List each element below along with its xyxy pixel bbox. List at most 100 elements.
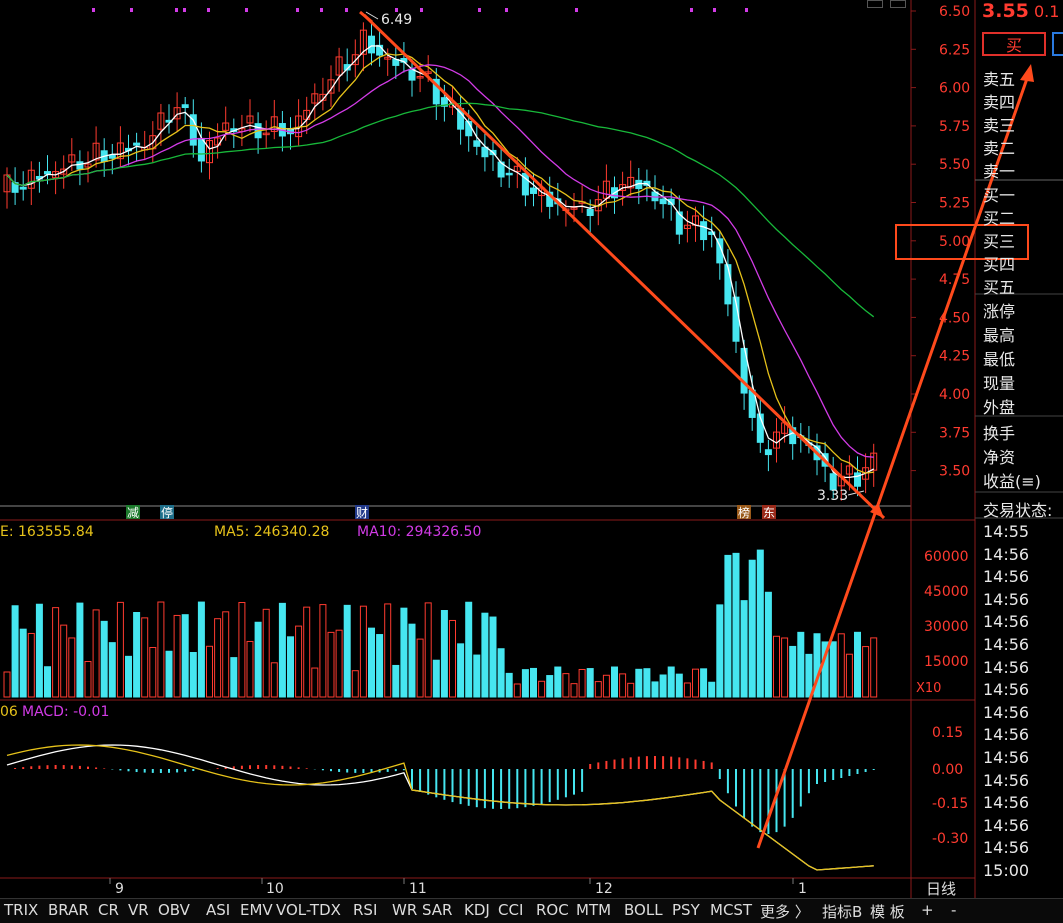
volume-bar xyxy=(303,606,311,698)
tick-time: 14:56 xyxy=(983,725,1030,745)
order-buy-1[interactable]: 买一 xyxy=(983,186,1016,205)
volume-bar xyxy=(335,629,343,698)
indicator-tab-15[interactable]: BOLL xyxy=(624,901,663,919)
indicator-tab-13[interactable]: ROC xyxy=(536,901,569,919)
indicator-tab-5[interactable]: ASI xyxy=(206,901,231,919)
order-buy-2[interactable]: 买二 xyxy=(983,209,1016,228)
price-tick: 5.50 xyxy=(939,157,970,173)
indicator-tab-7[interactable]: VOL-TDX xyxy=(276,901,341,919)
volume-bar xyxy=(351,670,359,698)
candle-body xyxy=(432,78,440,105)
volume-bar xyxy=(392,664,400,698)
indicator-tab-12[interactable]: CCI xyxy=(498,901,524,919)
candle-body xyxy=(870,452,878,471)
period-label[interactable]: 日线 xyxy=(926,880,956,898)
order-buy-5[interactable]: 买五 xyxy=(983,278,1016,297)
volume-bar xyxy=(35,603,43,698)
sell-button-edge[interactable] xyxy=(1052,32,1063,56)
volume-bar xyxy=(675,673,683,698)
indicator-tab-18[interactable]: 更多 〉 xyxy=(760,903,810,921)
candle-body xyxy=(716,238,724,264)
macd-legend-value: MACD: -0.01 xyxy=(22,704,109,720)
indicator-tab-17[interactable]: MCST xyxy=(710,901,753,919)
candle-body xyxy=(473,140,481,147)
order-buy-3[interactable]: 买三 xyxy=(983,232,1016,251)
candle-body xyxy=(351,54,359,66)
indicator-tab-1[interactable]: BRAR xyxy=(48,901,89,919)
marker-bang: 榜 xyxy=(738,505,750,520)
indicator-tab-8[interactable]: RSI xyxy=(353,901,378,919)
indicator-tab-21[interactable]: + xyxy=(921,901,934,919)
close-icon[interactable] xyxy=(890,0,906,8)
stat-1: 最高 xyxy=(983,326,1016,345)
volume-bar xyxy=(440,610,448,698)
indicator-tab-10[interactable]: SAR xyxy=(422,901,453,919)
marker-ting: 停 xyxy=(161,505,173,520)
volume-bar xyxy=(222,611,230,698)
indicator-tab-2[interactable]: CR xyxy=(98,901,119,919)
order-sell-3[interactable]: 卖三 xyxy=(983,116,1016,135)
volume-bar xyxy=(11,605,19,698)
indicator-tab-4[interactable]: OBV xyxy=(158,901,190,919)
indicator-tab-14[interactable]: MTM xyxy=(576,901,612,919)
indicator-tab-9[interactable]: WR xyxy=(392,901,418,919)
volume-bar xyxy=(327,631,335,698)
indicator-tab-19[interactable]: 指标B xyxy=(822,903,863,921)
candle-body xyxy=(181,104,189,109)
candle-body xyxy=(262,132,270,136)
volume-bar xyxy=(635,668,643,698)
month-9: 9 xyxy=(115,881,124,897)
candle-body xyxy=(700,221,708,241)
volume-bar xyxy=(287,636,294,698)
volume-bar xyxy=(189,652,197,698)
indicator-tab-0[interactable]: TRIX xyxy=(4,901,39,919)
price-tick: 6.50 xyxy=(939,4,970,20)
volume-bar xyxy=(692,668,699,698)
volume-bar xyxy=(60,624,68,698)
tick-time: 14:56 xyxy=(983,589,1030,609)
volume-bar xyxy=(854,631,861,698)
candle-body xyxy=(19,186,27,190)
event-markers: 减 停 财 榜 东 xyxy=(126,505,776,520)
volume-tick: 45000 xyxy=(924,584,969,600)
candle-body xyxy=(189,114,197,146)
buy-button[interactable]: 买 xyxy=(982,32,1046,56)
indicator-tab-20[interactable]: 模 板 xyxy=(870,903,905,921)
indicator-tab-11[interactable]: KDJ xyxy=(464,901,490,919)
indicator-tab-16[interactable]: PSY xyxy=(672,901,700,919)
order-sell-5[interactable]: 卖五 xyxy=(983,70,1016,89)
volume-bar xyxy=(837,633,845,698)
volume-bar xyxy=(530,667,537,698)
indicator-tab-3[interactable]: VR xyxy=(128,901,149,919)
indicator-tab-6[interactable]: EMV xyxy=(240,901,273,919)
volume-bar xyxy=(125,655,132,698)
candle-body xyxy=(570,207,578,210)
volume-bar xyxy=(627,682,635,698)
candle-body xyxy=(756,413,764,443)
stat-4: 外盘 xyxy=(983,398,1016,417)
order-buy-4[interactable]: 买四 xyxy=(983,255,1016,274)
order-sell-1[interactable]: 卖一 xyxy=(983,162,1016,181)
volume-bar xyxy=(465,601,473,698)
volume-tick: 15000 xyxy=(924,654,969,670)
volume-bars xyxy=(3,549,878,698)
price-tick: 5.00 xyxy=(939,234,970,250)
month-11: 11 xyxy=(409,881,427,897)
tick-time: 14:56 xyxy=(983,612,1030,632)
volume-bar xyxy=(116,601,124,698)
settings-icon[interactable] xyxy=(867,0,883,8)
volume-bar xyxy=(821,641,829,698)
marker-dong: 东 xyxy=(763,506,775,520)
volume-bar xyxy=(214,618,222,698)
volume-bar xyxy=(602,674,610,698)
volume-bar xyxy=(554,666,562,698)
volume-bar xyxy=(716,604,724,698)
indicator-tab-22[interactable]: - xyxy=(951,901,957,919)
volume-bar xyxy=(133,612,141,698)
order-sell-4[interactable]: 卖四 xyxy=(983,93,1016,112)
order-sell-2[interactable]: 卖二 xyxy=(983,139,1016,158)
vol-legend-ma10: MA10: 294326.50 xyxy=(357,524,481,540)
volume-bar xyxy=(781,637,789,698)
volume-bar xyxy=(700,668,708,698)
